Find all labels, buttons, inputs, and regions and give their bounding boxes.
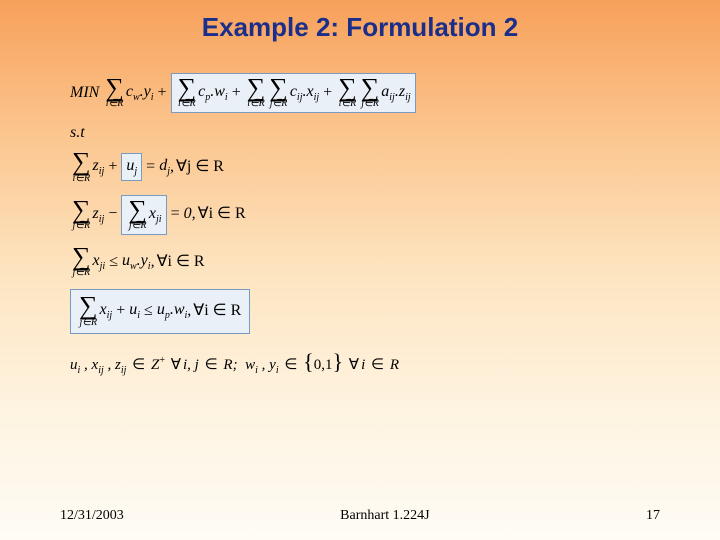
constraint-1: ∑i∈R zij + uj = dj , ∀j ∈ R bbox=[70, 150, 720, 184]
footer-page: 17 bbox=[646, 508, 660, 524]
obj-boxed: ∑i∈R cp.wi + ∑i∈R ∑j∈R cij.xij + ∑i∈R ∑j… bbox=[171, 73, 416, 113]
st-label: s.t bbox=[70, 123, 720, 144]
domain-row: ui , xij , zij ∈ Z+ ∀i, j ∈ R; wi , yi ∈… bbox=[70, 348, 720, 377]
min-label: MIN bbox=[70, 83, 99, 104]
slide-title: Example 2: Formulation 2 bbox=[0, 0, 720, 43]
footer: 12/31/2003 Barnhart 1.224J 17 bbox=[0, 508, 720, 524]
constraint-3: ∑j∈R xji ≤ uw.yi , ∀i ∈ R bbox=[70, 245, 720, 279]
math-content: MIN ∑ i∈R cw.yi + ∑i∈R cp.wi + ∑i∈R ∑j∈R… bbox=[0, 43, 720, 377]
c2-box: ∑j∈R xji bbox=[121, 195, 166, 235]
footer-date: 12/31/2003 bbox=[60, 508, 124, 524]
c4-box: ∑j∈R xij + ui ≤ up.wi , ∀i ∈ R bbox=[70, 289, 250, 333]
constraint-2: ∑j∈R zij − ∑j∈R xji = 0 , ∀i ∈ R bbox=[70, 195, 720, 235]
sum-1: ∑ i∈R bbox=[105, 76, 124, 110]
c1-box: uj bbox=[121, 153, 142, 181]
footer-center: Barnhart 1.224J bbox=[340, 508, 429, 524]
objective-row: MIN ∑ i∈R cw.yi + ∑i∈R cp.wi + ∑i∈R ∑j∈R… bbox=[70, 73, 720, 113]
obj-term1: cw.yi bbox=[126, 82, 154, 104]
constraint-4: ∑j∈R xij + ui ≤ up.wi , ∀i ∈ R bbox=[70, 289, 720, 333]
